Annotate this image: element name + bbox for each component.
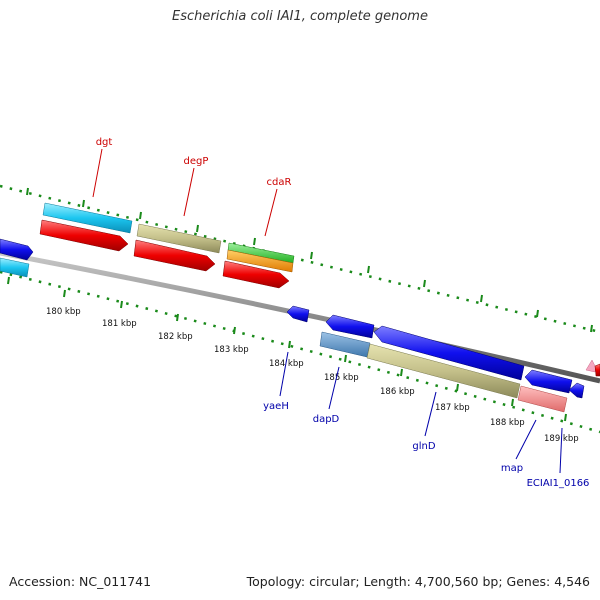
scale-label: 180 kbp bbox=[46, 307, 81, 317]
gene-arrow-blue bbox=[568, 382, 585, 399]
genome-summary-text: Topology: circular; Length: 4,700,560 bp… bbox=[246, 574, 590, 589]
inner-major-ticks bbox=[7, 276, 567, 422]
gene-arrow-blue bbox=[373, 325, 525, 381]
gene-label-forward: cdaR bbox=[267, 177, 292, 188]
gene-arrow-pink bbox=[585, 359, 597, 373]
scale-label: 181 kbp bbox=[102, 319, 137, 329]
scale-label: 187 kbp bbox=[435, 403, 470, 413]
gene-arrow-cyan bbox=[0, 257, 30, 278]
gene-label-reverse: yaeH bbox=[263, 401, 289, 412]
outer-major-ticks bbox=[26, 187, 593, 333]
scale-label: 186 kbp bbox=[380, 387, 415, 397]
scale-label: 182 kbp bbox=[158, 332, 193, 342]
gene-arrow-blue bbox=[325, 314, 375, 339]
gene-label-reverse: map bbox=[501, 463, 523, 474]
gene-arrow-khaki bbox=[366, 343, 521, 399]
gene-arrow-red bbox=[222, 260, 290, 289]
scale-label: 183 kbp bbox=[214, 345, 249, 355]
scale-label: 185 kbp bbox=[324, 373, 359, 383]
inner-dotted-ring bbox=[0, 270, 600, 434]
gene-label-reverse: dapD bbox=[313, 414, 340, 425]
map-title: Escherichia coli IAI1, complete genome bbox=[172, 9, 428, 24]
gene-arrow-blue bbox=[286, 305, 310, 323]
accession-text: Accession: NC_011741 bbox=[9, 574, 152, 589]
gene-arrow-pink bbox=[517, 385, 568, 413]
gene-arrow-red bbox=[39, 219, 129, 252]
gene-label-forward: degP bbox=[184, 156, 209, 167]
gene-label-reverse: glnD bbox=[412, 441, 435, 452]
gene-arrow-khaki bbox=[136, 223, 222, 254]
gene-arrow-red bbox=[133, 239, 216, 272]
gene-arrow-blue bbox=[524, 369, 573, 394]
gene-label-reverse: ECIAI1_0166 bbox=[527, 478, 590, 489]
gene-arrow-cyan bbox=[42, 202, 133, 234]
outer-dotted-ring bbox=[0, 184, 600, 334]
gene-arrow-orange bbox=[226, 249, 294, 273]
scale-label: 188 kbp bbox=[490, 418, 525, 428]
gene-arrow-blue bbox=[0, 238, 34, 261]
gene-label-forward: dgt bbox=[96, 137, 113, 148]
gene-arrow-red bbox=[594, 363, 600, 377]
